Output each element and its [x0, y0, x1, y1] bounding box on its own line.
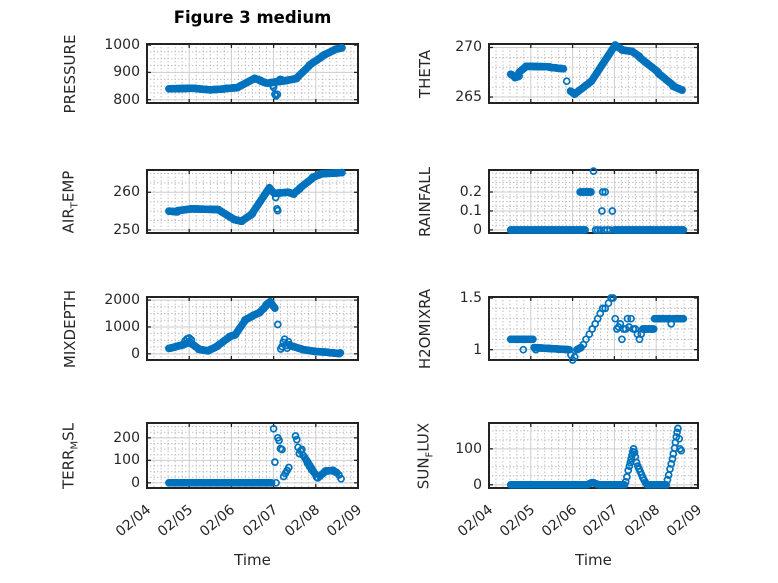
y-tick-label: 2000 — [104, 292, 140, 309]
y-tick-label: 270 — [455, 39, 482, 56]
y-tick-label: 0 — [131, 474, 140, 491]
figure-title: Figure 3 medium — [173, 8, 332, 27]
subplot-theta: 265 270 THETA — [416, 39, 699, 105]
subplot-air-temp: 250 260 AIRTEMP — [60, 168, 359, 238]
y-tick-label: 0 — [473, 476, 482, 493]
plot-area-sun_flux — [488, 422, 699, 489]
subplot-terr-msl: 0 100 200 TERRMSL 02/04 02/05 02/06 02/07 02/08 0… — [60, 422, 365, 540]
y-tick-label: 0 — [473, 221, 482, 238]
y-axis-label: THETA — [416, 49, 434, 98]
data-series-terr_msl — [165, 424, 345, 487]
y-tick-label: 800 — [113, 91, 140, 108]
data-series-pressure — [165, 43, 346, 100]
y-tick-label: 100 — [113, 452, 140, 469]
subplot-mixdepth: 0 1000 2000 MIXDEPTH — [61, 289, 359, 368]
y-axis-label: SUNFLUX — [414, 422, 436, 489]
x-axis-label-left: Time — [234, 551, 271, 569]
plot-area-mixdepth — [146, 296, 359, 361]
y-axis-label: RAINFALL — [416, 166, 434, 237]
data-series-air_temp — [165, 168, 346, 226]
data-series-mixdepth — [165, 297, 345, 358]
subplot-sun-flux: 0 100 SUNFLUX 02/04 02/05 02/06 02/07 02/08 02/0… — [415, 422, 705, 540]
y-tick-label: 260 — [113, 184, 140, 201]
y-axis-label: PRESSURE — [61, 34, 79, 113]
plot-area-air_temp — [146, 168, 359, 234]
y-tick-label: 100 — [455, 440, 482, 457]
x-axis-label-right: Time — [575, 551, 612, 569]
subplot-h2omixra: 1 1.5 H2OMIXRA — [416, 288, 699, 369]
plot-area-rainfall — [488, 167, 699, 234]
y-tick-label: 0 — [131, 345, 140, 362]
y-tick-label: 1.5 — [459, 290, 482, 307]
y-tick-label: 200 — [113, 429, 140, 446]
y-tick-label: 0.2 — [459, 184, 482, 200]
y-axis-label: TERRMSL — [59, 422, 81, 489]
y-tick-label: 265 — [455, 89, 482, 106]
y-axis-label: AIRTEMP — [59, 170, 81, 233]
subplot-pressure: 800 900 1000 PRESSURE — [61, 34, 359, 113]
data-series-theta — [506, 41, 686, 98]
y-tick-label: 900 — [113, 64, 140, 81]
data-series-h2omixra — [506, 294, 688, 364]
y-tick-label: 1 — [473, 341, 482, 358]
y-tick-label: 1000 — [104, 37, 140, 54]
plot-area-h2omixra — [488, 294, 699, 364]
data-series-rainfall — [506, 167, 688, 234]
y-axis-label: H2OMIXRA — [416, 288, 434, 369]
plot-area-pressure — [146, 43, 359, 104]
subplot-rainfall: 0 0.1 0.2 RAINFALL — [416, 167, 699, 238]
y-axis-label: MIXDEPTH — [61, 289, 79, 368]
plot-area-terr_msl — [146, 422, 359, 489]
data-series-sun_flux — [506, 424, 686, 489]
y-tick-label: 250 — [113, 221, 140, 238]
y-tick-label: 1000 — [104, 318, 140, 335]
plot-area-theta — [488, 41, 699, 104]
y-tick-label: 0.1 — [459, 202, 482, 219]
